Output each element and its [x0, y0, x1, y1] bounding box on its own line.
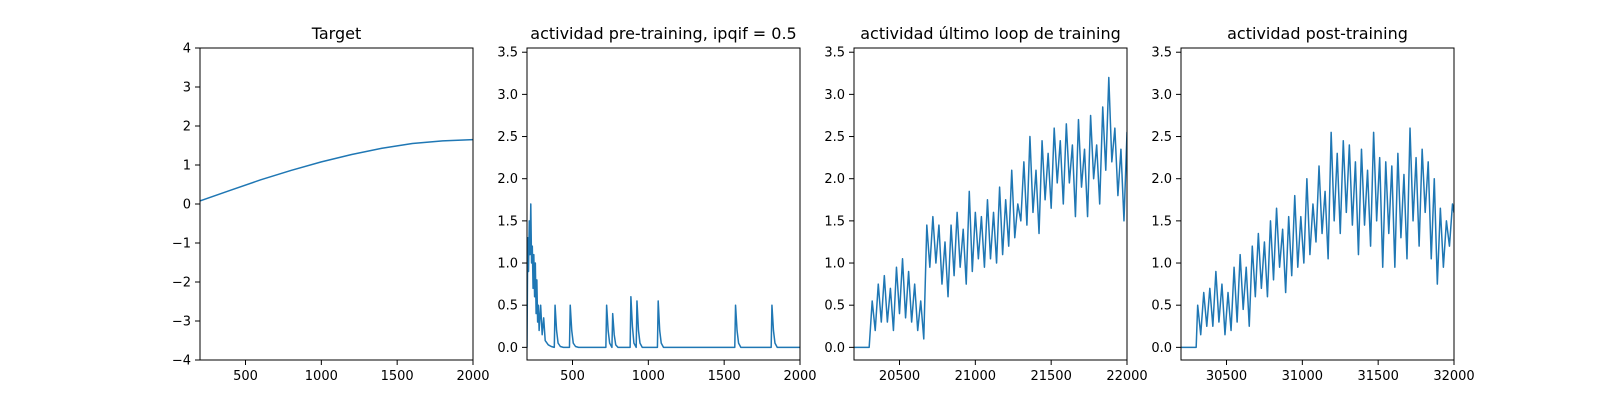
- y-tick-label: −1: [172, 237, 191, 252]
- x-tick-label: 500: [560, 369, 585, 384]
- x-tick-label: 30500: [1206, 369, 1247, 384]
- x-tick-label: 500: [233, 369, 258, 384]
- axes-frame: [853, 47, 1128, 361]
- x-tick-label: 1500: [381, 369, 414, 384]
- y-tick-label: 2.5: [497, 130, 518, 145]
- x-tick-label: 31000: [1282, 369, 1323, 384]
- y-tick-label: 0.0: [824, 341, 845, 356]
- y-tick-label: 1.0: [824, 257, 845, 272]
- y-tick-label: 2.0: [1151, 172, 1172, 187]
- y-tick-label: 1.0: [1151, 257, 1172, 272]
- series-line-1: [1181, 127, 1454, 349]
- chart-title: actividad pre-training, ipqif = 0.5: [530, 24, 796, 43]
- y-tick-label: 3.0: [497, 88, 518, 103]
- axes-frame: [1180, 47, 1455, 361]
- x-tick-label: 1000: [305, 369, 338, 384]
- y-tick-label: 1.0: [497, 257, 518, 272]
- x-tick-label: 20500: [879, 369, 920, 384]
- x-tick-label: 31500: [1357, 369, 1398, 384]
- y-tick-label: 1.5: [1151, 214, 1172, 229]
- y-tick-label: 2: [183, 120, 191, 135]
- series-line-1: [200, 138, 473, 202]
- chart-panel-4: actividad post-training 30500 31000 31500 32…: [1151, 24, 1474, 384]
- y-tick-label: 1: [183, 159, 191, 174]
- x-tick-label: 1000: [632, 369, 665, 384]
- y-tick-label: 3.5: [497, 46, 518, 61]
- y-tick-label: 3.5: [824, 46, 845, 61]
- x-tick-label: 22000: [1106, 369, 1147, 384]
- y-tick-label: −4: [172, 354, 191, 369]
- y-tick-label: 0.0: [1151, 341, 1172, 356]
- axes-frame: [526, 47, 801, 361]
- x-tick-label: 21500: [1030, 369, 1071, 384]
- x-tick-label: 21000: [955, 369, 996, 384]
- series-line-1: [527, 203, 800, 349]
- y-tick-label: 4: [183, 42, 191, 57]
- y-tick-label: 0.5: [824, 299, 845, 314]
- y-tick-label: 2.0: [497, 172, 518, 187]
- y-tick-label: −3: [172, 315, 191, 330]
- y-tick-label: 0.5: [1151, 299, 1172, 314]
- chart-title: actividad post-training: [1227, 24, 1408, 43]
- y-tick-label: 2.5: [1151, 130, 1172, 145]
- y-tick-label: 1.5: [824, 214, 845, 229]
- axes-frame: [199, 47, 474, 361]
- y-tick-label: 3: [183, 81, 191, 96]
- series-line-1: [854, 76, 1127, 349]
- y-tick-label: −2: [172, 276, 191, 291]
- y-tick-label: 1.5: [497, 214, 518, 229]
- y-tick-label: 3.0: [1151, 88, 1172, 103]
- y-tick-label: 0: [183, 198, 191, 213]
- y-tick-label: 2.5: [824, 130, 845, 145]
- y-tick-label: 0.5: [497, 299, 518, 314]
- x-tick-label: 32000: [1433, 369, 1474, 384]
- chart-title: actividad último loop de training: [860, 24, 1121, 43]
- y-tick-label: 0.0: [497, 341, 518, 356]
- y-tick-label: 3.5: [1151, 46, 1172, 61]
- x-tick-label: 1500: [708, 369, 741, 384]
- y-tick-label: 2.0: [824, 172, 845, 187]
- chart-panel-3: actividad último loop de training 20500 21…: [824, 24, 1147, 384]
- y-tick-label: 3.0: [824, 88, 845, 103]
- chart-panel-1: Target 500 1000 1500 2000 −4 −3 −2 −1 0 1 2 3 4: [172, 24, 490, 384]
- chart-title: Target: [311, 24, 362, 43]
- x-tick-label: 2000: [456, 369, 489, 384]
- chart-panel-2: actividad pre-training, ipqif = 0.5 500 10…: [497, 24, 816, 384]
- x-tick-label: 2000: [783, 369, 816, 384]
